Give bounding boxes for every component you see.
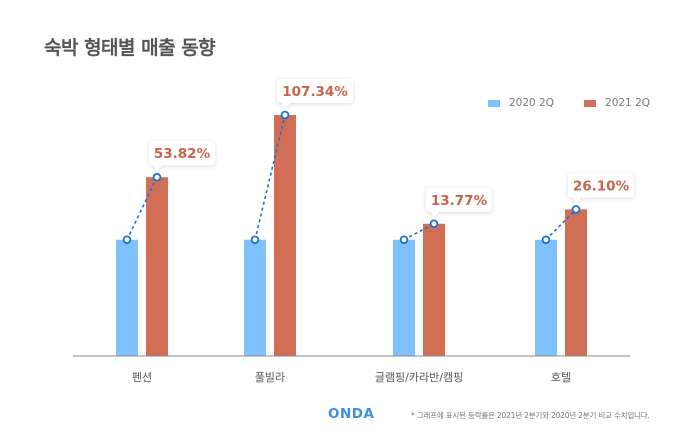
bar-2020 <box>393 239 415 356</box>
change-label: 107.34% <box>282 84 348 100</box>
page-title: 숙박 형태별 매출 동향 <box>44 37 216 59</box>
bar-2020 <box>535 239 557 356</box>
change-callout: 26.10% <box>568 173 634 204</box>
change-callout: 53.82% <box>149 141 215 172</box>
legend-swatch-2020 <box>488 99 500 107</box>
trend-marker-2021 <box>571 205 581 214</box>
callout-box <box>149 141 215 172</box>
bar-2021 <box>146 177 168 356</box>
legend-label-2021: 2021 2Q <box>605 97 651 109</box>
trend-line <box>545 208 577 241</box>
bar-2021 <box>565 209 587 356</box>
change-label: 26.10% <box>573 178 630 194</box>
callout-box <box>426 187 492 218</box>
category-label: 호텔 <box>551 371 571 384</box>
trend-marker-2021 <box>152 172 162 182</box>
legend-item-2021: 2021 2Q <box>584 97 650 109</box>
onda-logo: ONDA <box>328 406 375 422</box>
category-label: 풀빌라 <box>255 371 285 384</box>
change-label: 53.82% <box>154 146 211 162</box>
callout-box <box>568 173 634 204</box>
change-callout: 13.77% <box>426 187 492 218</box>
bar-2020 <box>116 239 138 356</box>
category-label: 글램핑/카라반/캠핑 <box>375 371 463 384</box>
trend-marker-2020 <box>250 235 260 245</box>
legend-label-2020: 2020 2Q <box>509 97 555 109</box>
change-label: 13.77% <box>431 193 488 209</box>
chart-legend: 2020 2Q 2021 2Q <box>488 97 650 109</box>
legend-item-2020: 2020 2Q <box>488 97 554 109</box>
legend-swatch-2021 <box>584 99 597 107</box>
category-label: 펜션 <box>132 371 152 384</box>
footnote: * 그래프에 표시된 등락률은 2021년 2분기와 2020년 2분기 비교 … <box>411 411 650 420</box>
trend-marker-2020 <box>541 235 551 245</box>
trend-marker-2020 <box>122 235 132 245</box>
bar-2021 <box>423 223 445 356</box>
change-callout: 107.34% <box>277 79 353 109</box>
trend-marker-2021 <box>429 219 439 229</box>
bar-2020 <box>244 239 266 356</box>
bar-2021 <box>274 115 296 356</box>
callout-box <box>277 79 353 109</box>
trend-marker-2020 <box>399 235 409 245</box>
trend-marker-2021 <box>280 110 290 120</box>
